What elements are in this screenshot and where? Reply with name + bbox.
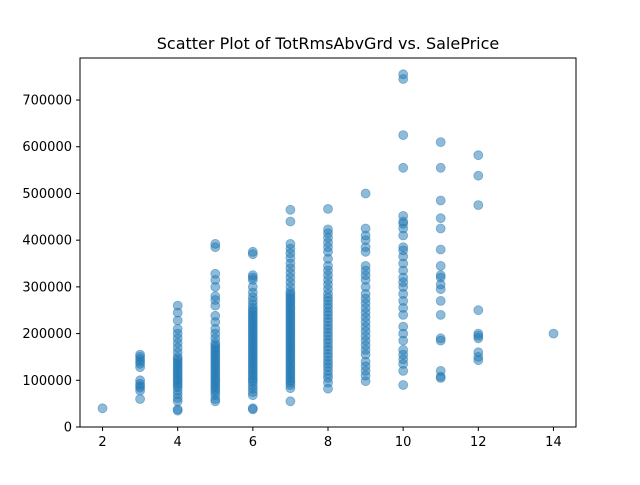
scatter-point <box>398 210 409 221</box>
scatter-point <box>172 300 183 311</box>
scatter-point <box>398 162 409 173</box>
x-tick-label: 10 <box>395 435 412 450</box>
scatter-point <box>210 268 221 279</box>
scatter-point <box>360 223 371 234</box>
scatter-point <box>97 403 108 414</box>
scatter-point <box>435 270 446 281</box>
scatter-point <box>398 242 409 253</box>
scatter-point <box>210 310 221 321</box>
scatter-point <box>360 260 371 271</box>
x-tick-label: 6 <box>249 435 257 450</box>
scatter-point <box>210 291 221 302</box>
y-tick-label: 600000 <box>22 140 72 155</box>
y-tick-label: 300000 <box>22 280 72 295</box>
scatter-point <box>323 203 333 214</box>
x-tick-label: 2 <box>98 435 106 450</box>
scatter-point <box>135 349 146 360</box>
x-tick-label: 4 <box>174 435 182 450</box>
scatter-point <box>247 246 258 257</box>
x-tick-label: 8 <box>324 435 332 450</box>
scatter-point <box>435 213 446 224</box>
y-tick-label: 400000 <box>22 234 72 249</box>
points-layer <box>97 69 559 416</box>
scatter-point <box>285 396 296 407</box>
x-tick-label: 14 <box>545 435 562 450</box>
scatter-point <box>247 270 258 281</box>
x-tick-label: 12 <box>470 435 487 450</box>
scatter-point <box>285 238 296 249</box>
scatter-point <box>398 380 409 390</box>
scatter-point <box>473 305 484 316</box>
scatter-point <box>172 323 183 334</box>
scatter-point <box>435 260 446 271</box>
scatter-point <box>398 69 409 80</box>
scatter-point <box>398 344 409 355</box>
scatter-point <box>435 295 446 306</box>
scatter-point <box>435 244 446 255</box>
scatter-point <box>473 347 484 358</box>
axes-layer: 2 4 6 8 10 12 14 0 100000 200000 300000 400000 50000… <box>22 57 577 450</box>
scatter-point <box>473 200 484 211</box>
scatter-point <box>548 328 559 339</box>
y-tick-label: 100000 <box>22 374 72 389</box>
scatter-point <box>398 321 409 332</box>
scatter-point <box>435 137 446 148</box>
y-tick-label: 0 <box>64 421 72 436</box>
scatter-point <box>473 328 484 339</box>
y-tick-label: 500000 <box>22 187 72 202</box>
scatter-point <box>135 375 146 386</box>
scatter-point <box>473 150 484 161</box>
y-tick-label: 700000 <box>22 94 72 109</box>
scatter-point <box>473 170 484 181</box>
y-tick-label: 200000 <box>22 327 72 342</box>
scatter-point <box>435 162 446 173</box>
scatter-point <box>435 223 446 234</box>
scatter-point <box>435 365 446 376</box>
scatter-point <box>323 224 333 235</box>
scatter-point <box>435 333 446 344</box>
chart-title: Scatter Plot of TotRmsAbvGrd vs. SalePri… <box>157 34 499 53</box>
scatter-point <box>135 394 146 404</box>
scatter-point <box>285 216 296 227</box>
scatter-point <box>247 403 258 414</box>
scatter-point <box>285 204 296 215</box>
scatter-point <box>435 309 446 320</box>
scatter-point <box>435 195 446 206</box>
scatter-point <box>360 188 371 199</box>
scatter-point <box>398 130 409 141</box>
scatter-point <box>210 238 221 249</box>
